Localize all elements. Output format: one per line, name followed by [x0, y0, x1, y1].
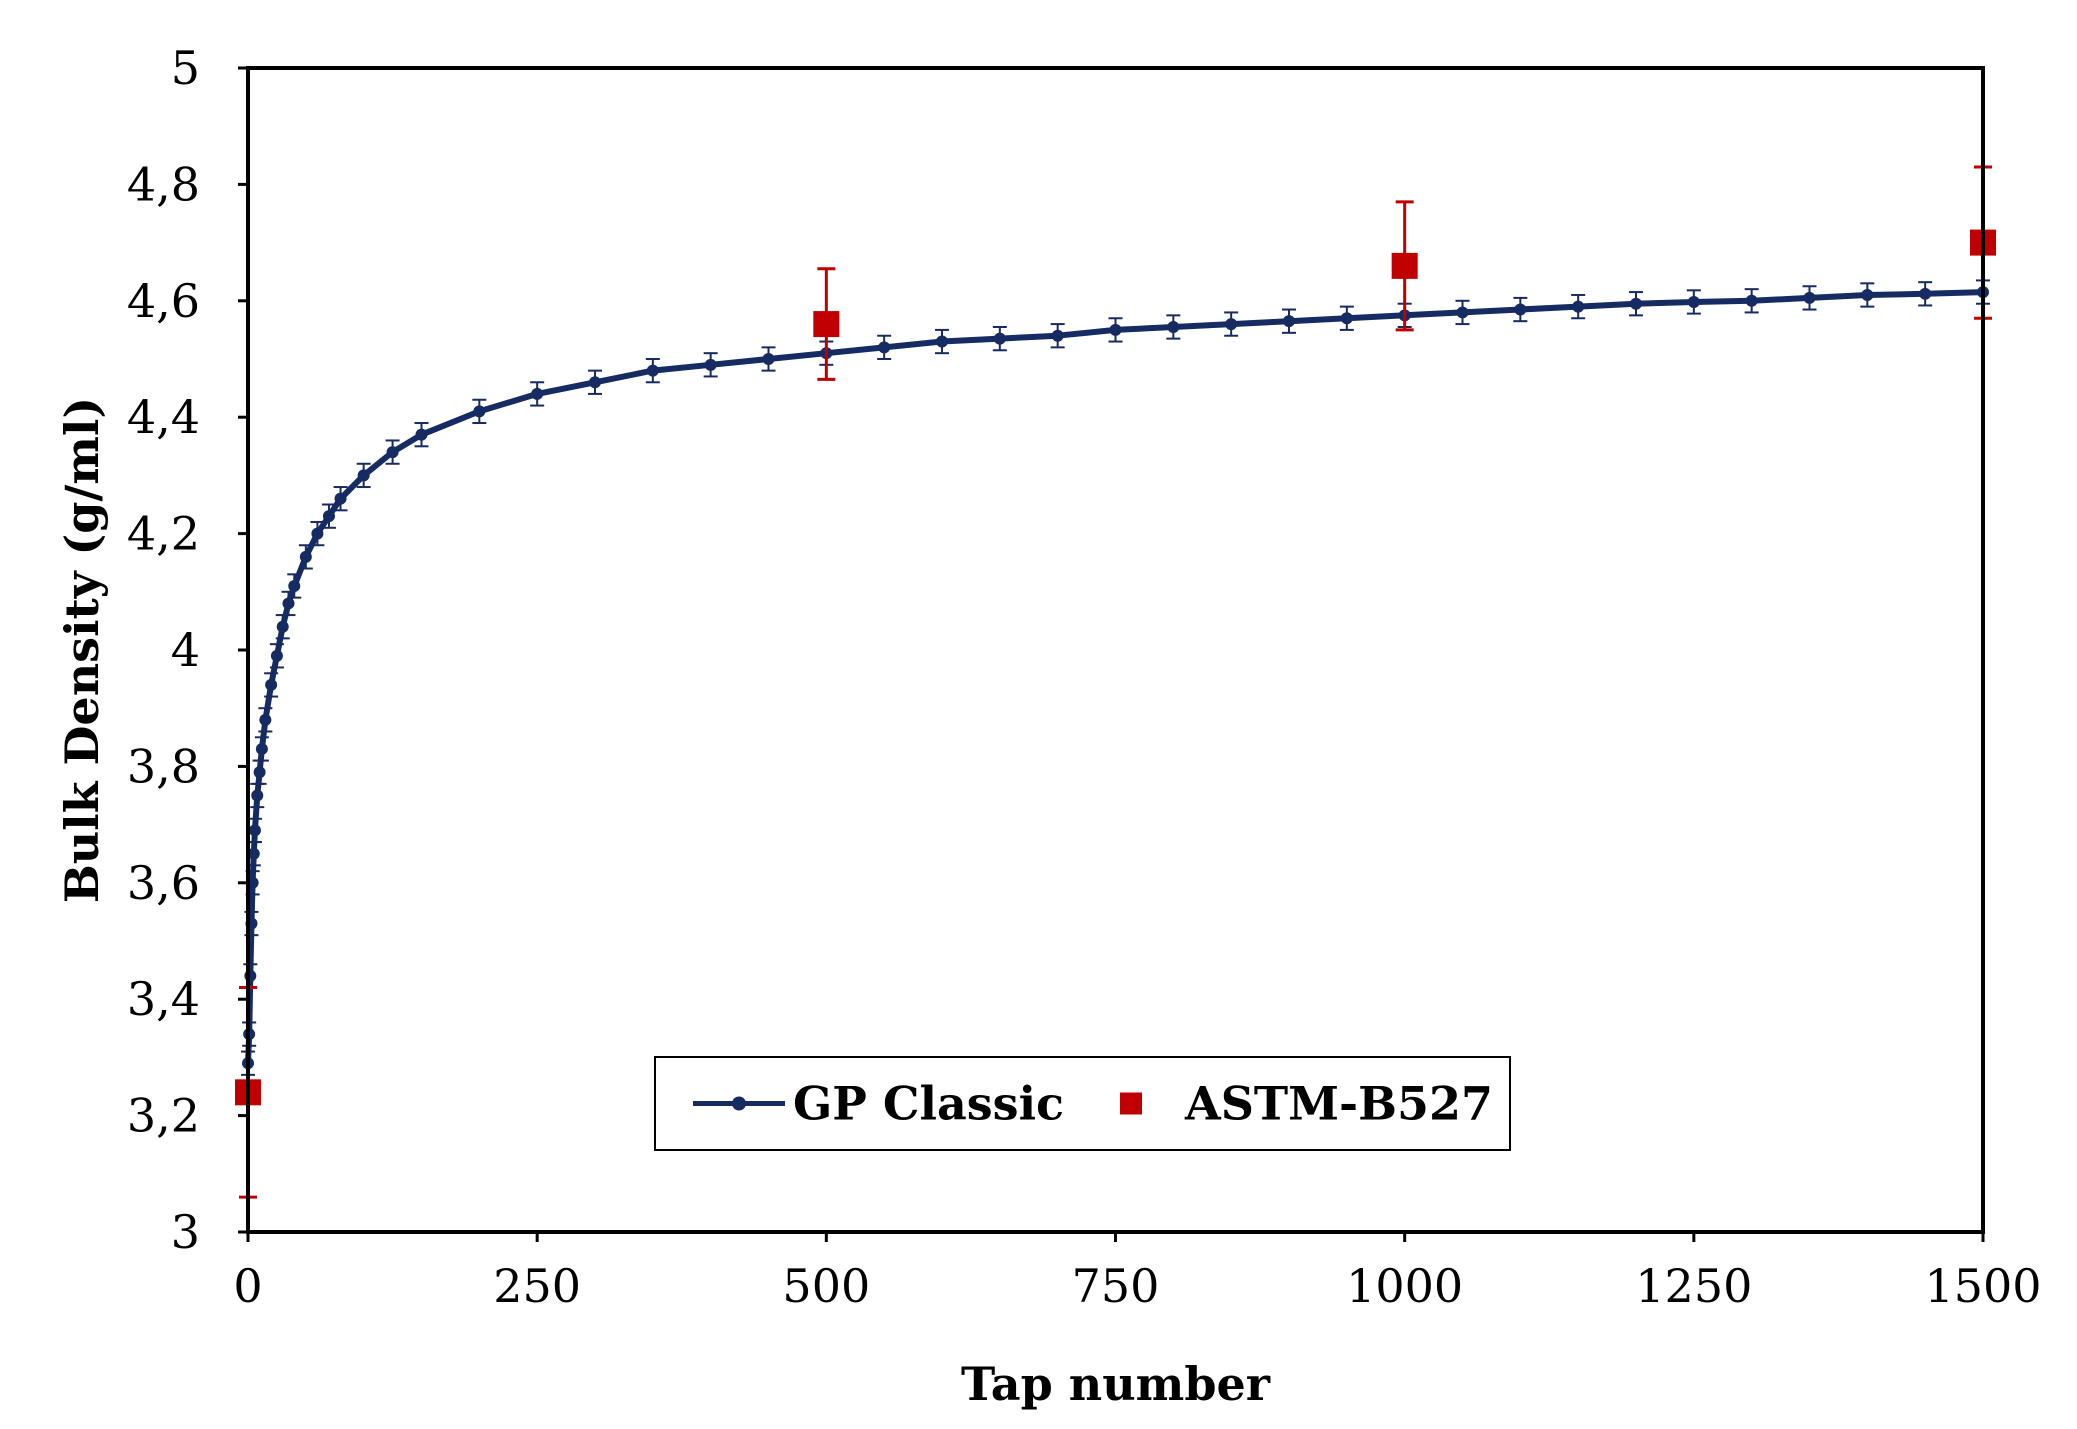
y-tick-label: 3,4 [127, 972, 200, 1026]
x-tick-label: 1000 [1346, 1259, 1463, 1313]
data-point-gp-classic [357, 469, 370, 482]
data-point-gp-classic [265, 678, 278, 691]
data-point-gp-classic [322, 510, 335, 523]
data-point-gp-classic [936, 335, 948, 348]
data-point-gp-classic [1630, 297, 1642, 310]
x-tick-label: 0 [233, 1259, 262, 1313]
y-tick-label: 5 [171, 41, 200, 95]
data-point-gp-classic [1051, 329, 1064, 342]
data-point-gp-classic [1456, 306, 1469, 319]
data-point-gp-classic [1803, 291, 1816, 304]
data-point-gp-classic [1572, 300, 1585, 313]
x-tick-label: 1250 [1635, 1259, 1752, 1313]
data-point-gp-classic [878, 341, 891, 354]
data-point-gp-classic [1340, 312, 1353, 325]
data-point-gp-classic [1225, 318, 1238, 331]
x-axis-title: Tap number [961, 1357, 1271, 1411]
data-point-gp-classic [415, 428, 428, 441]
y-axis-ticks: 3 3,2 3,4 3,6 3,8 4 4,2 4,4 4,6 4,8 5 [127, 41, 248, 1259]
legend-label-astm-b527: ASTM-B527 [1184, 1077, 1493, 1131]
data-point-gp-classic [993, 332, 1006, 345]
legend-marker-gp-classic [732, 1096, 746, 1111]
legend-box [654, 1056, 1511, 1151]
x-tick-label: 1500 [1924, 1259, 2041, 1313]
y-tick-label: 4 [171, 623, 200, 677]
data-point-gp-classic [646, 364, 659, 377]
data-point-gp-classic [1109, 323, 1122, 336]
data-point-gp-classic [1745, 294, 1758, 307]
data-point-gp-classic [1919, 287, 1932, 300]
data-point-gp-classic [1687, 295, 1700, 308]
data-point-gp-classic [282, 597, 295, 610]
legend: GP Classic ASTM-B527 [654, 1056, 1511, 1151]
data-point-gp-classic [270, 649, 283, 662]
data-point-gp-classic [1283, 315, 1295, 328]
x-axis-ticks: 0 250 500 750 1000 1250 1500 [233, 1232, 2042, 1313]
legend-marker-astm-b527 [1120, 1092, 1142, 1115]
y-tick-label: 3,6 [127, 856, 200, 910]
y-tick-label: 3,2 [127, 1089, 200, 1143]
data-point-gp-classic [311, 527, 324, 540]
y-tick-label: 4,6 [127, 274, 200, 328]
data-point-astm-b527 [813, 311, 840, 338]
legend-label-gp-classic: GP Classic [793, 1077, 1064, 1131]
data-point-astm-b527 [1391, 252, 1418, 279]
data-point-gp-classic [473, 405, 486, 418]
data-point-gp-classic [589, 376, 601, 389]
x-tick-label: 500 [782, 1259, 870, 1313]
data-point-gp-classic [247, 847, 260, 860]
data-point-gp-classic [299, 550, 312, 563]
y-tick-label: 4,2 [127, 507, 200, 561]
data-point-gp-classic [704, 358, 717, 371]
data-point-gp-classic [762, 353, 775, 365]
data-point-gp-classic [255, 742, 268, 755]
data-point-gp-classic [251, 789, 264, 802]
x-tick-label: 250 [493, 1259, 581, 1313]
data-point-gp-classic [531, 387, 544, 400]
y-tick-label: 3 [171, 1205, 200, 1259]
data-point-gp-classic [1861, 288, 1874, 301]
y-tick-label: 4,4 [127, 390, 200, 444]
y-tick-label: 3,8 [127, 739, 200, 793]
data-point-gp-classic [288, 579, 301, 592]
data-point-gp-classic [253, 766, 266, 779]
y-axis-title: Bulk Density (g/ml) [55, 397, 109, 903]
y-tick-label: 4,8 [127, 157, 200, 211]
data-point-gp-classic [334, 492, 347, 505]
data-point-gp-classic [386, 446, 399, 459]
data-point-gp-classic [259, 713, 272, 726]
data-point-gp-classic [248, 824, 261, 837]
x-tick-label: 750 [1072, 1259, 1160, 1313]
data-point-gp-classic [276, 620, 289, 633]
data-point-gp-classic [1514, 303, 1527, 316]
data-point-gp-classic [1167, 320, 1180, 333]
